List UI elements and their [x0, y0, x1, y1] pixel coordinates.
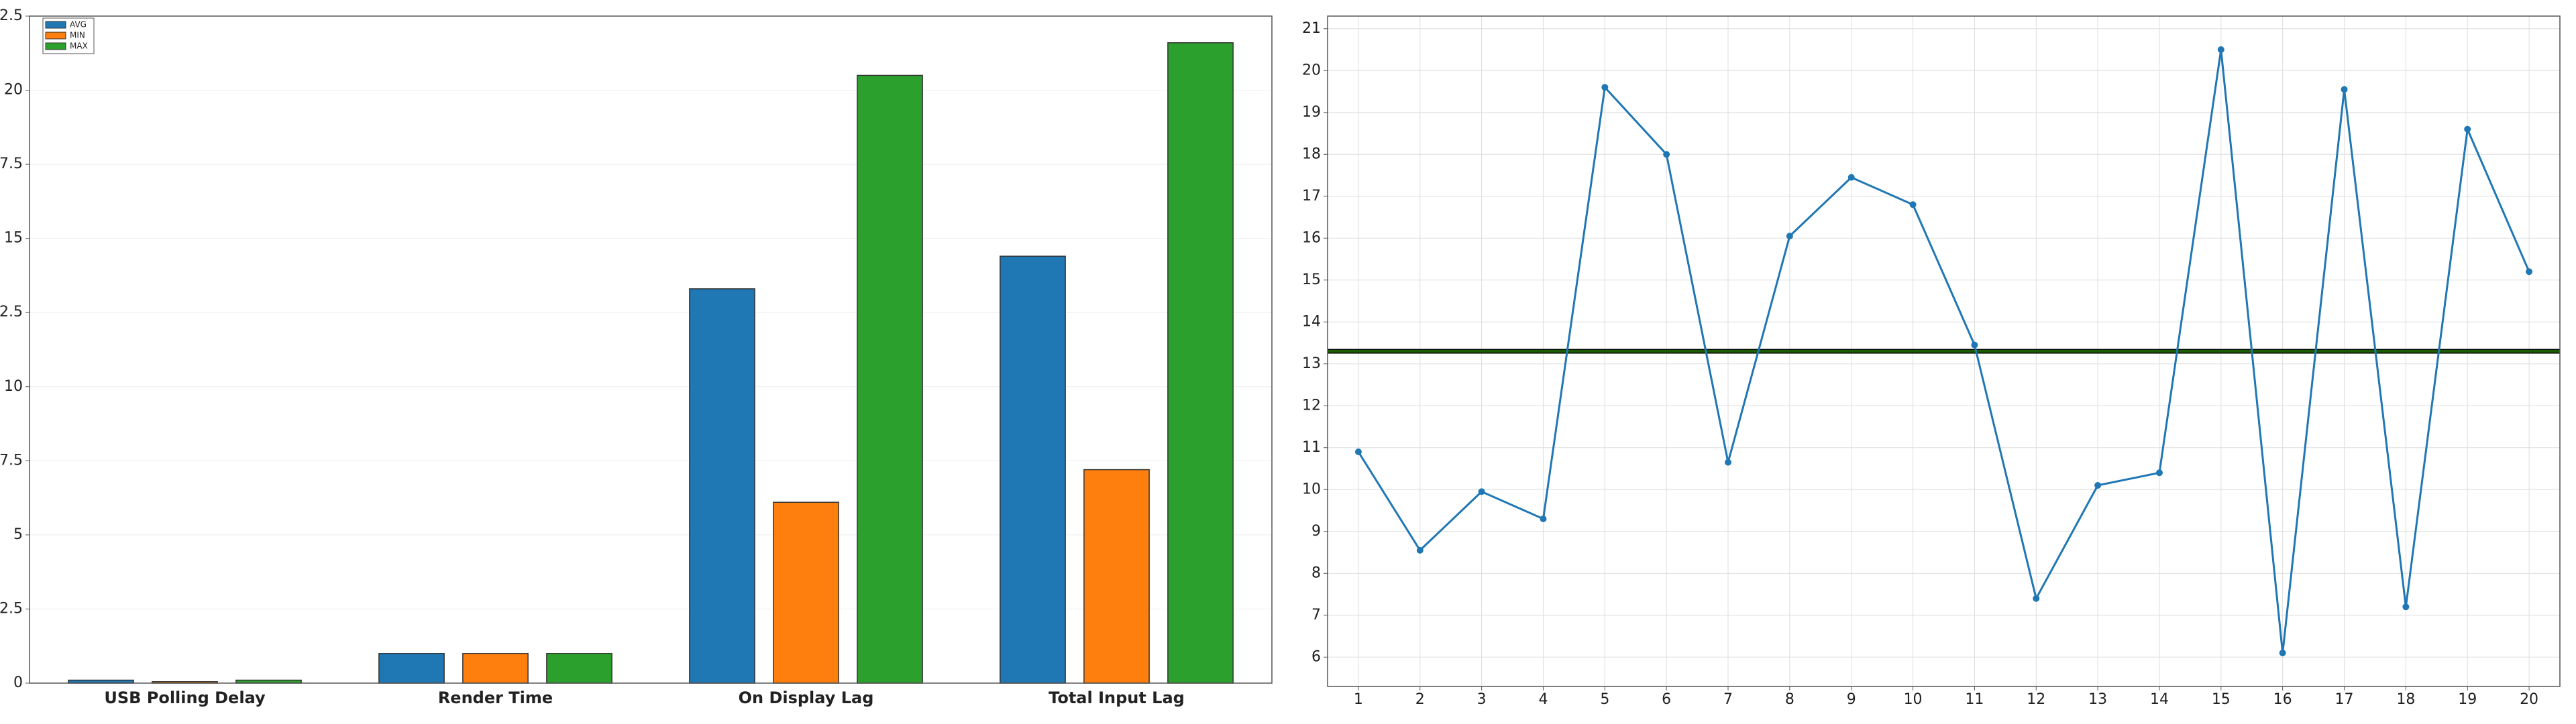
y-tick-label: 8 [1311, 564, 1321, 581]
y-tick-label: 12 [1302, 397, 1321, 414]
point [2094, 482, 2102, 489]
y-tick-label: 10 [4, 378, 23, 395]
plot-frame [29, 15, 1273, 684]
point [1601, 84, 1609, 91]
x-tick-label: 20 [2520, 691, 2538, 708]
x-tick-label: 19 [2458, 691, 2477, 708]
y-tick-label: 20 [1302, 62, 1321, 78]
point [2402, 603, 2410, 611]
bar [857, 74, 923, 684]
point [1540, 516, 1547, 522]
x-tick-label: 9 [1847, 691, 1856, 708]
y-tick-label: 16 [1302, 229, 1321, 246]
x-tick-label: 11 [1965, 691, 1984, 708]
y-tick-label: 15 [1302, 272, 1321, 288]
bar [462, 653, 529, 684]
x-tick-label: 16 [2273, 691, 2292, 708]
x-tick-label: 4 [1538, 691, 1548, 708]
point [1416, 546, 1424, 554]
line [1357, 49, 2530, 654]
point [1354, 448, 1362, 455]
y-tick-label: 0 [13, 674, 23, 691]
bar [1000, 255, 1066, 684]
x-tick-label: Render Time [438, 688, 553, 707]
y-tick-label: 11 [1302, 439, 1321, 456]
y-tick-label: 9 [1311, 523, 1321, 540]
point [1909, 201, 1917, 208]
y-tick-label: 20 [4, 82, 23, 99]
x-tick-label: Total Input Lag [1049, 688, 1185, 707]
x-tick-label: 13 [2088, 691, 2107, 708]
point [1663, 151, 1670, 158]
y-tick-label: 21 [1302, 20, 1321, 37]
point [2464, 125, 2471, 133]
x-tick-label: 1 [1354, 691, 1363, 708]
legend-swatch [45, 21, 66, 29]
x-tick-label: On Display Lag [739, 688, 874, 707]
y-tick-label: 18 [1302, 145, 1321, 162]
x-tick-label: 2 [1415, 691, 1425, 708]
legend: AVG MIN MAX [42, 17, 95, 54]
bar [378, 653, 445, 684]
x-tick-label: 8 [1785, 691, 1794, 708]
y-tick-label: 12.5 [0, 304, 23, 320]
x-tick-label: 6 [1662, 691, 1671, 708]
x-tick-label: 5 [1600, 691, 1609, 708]
legend-label: AVG [70, 20, 87, 29]
bar [773, 501, 839, 684]
point [1847, 174, 1855, 181]
x-tick-label: 10 [1904, 691, 1923, 708]
bar [689, 288, 755, 684]
x-tick-label: 7 [1723, 691, 1733, 708]
x-tick-label: 17 [2335, 691, 2354, 708]
y-tick-label: 13 [1302, 355, 1321, 372]
point [1971, 341, 1978, 349]
point [2217, 46, 2224, 53]
point [2155, 469, 2163, 477]
x-tick-label: 15 [2212, 691, 2231, 708]
plot-frame [1327, 15, 2561, 687]
point [1786, 233, 1793, 240]
y-tick-label: 19 [1302, 104, 1321, 121]
point [2341, 86, 2348, 93]
y-tick-label: 17.5 [0, 156, 23, 172]
point [2526, 268, 2533, 276]
point [2279, 650, 2286, 656]
bar [1167, 42, 1234, 684]
x-tick-label: 18 [2396, 691, 2415, 708]
y-tick-label: 22.5 [0, 7, 23, 24]
y-tick-label: 14 [1302, 313, 1321, 330]
y-tick-label: 17 [1302, 188, 1321, 204]
x-tick-label: 14 [2150, 691, 2169, 708]
point [2033, 595, 2040, 602]
y-tick-label: 7.5 [0, 452, 23, 469]
legend-label: MAX [70, 42, 88, 51]
point [1478, 488, 1485, 495]
x-tick-label: USB Polling Delay [104, 688, 266, 707]
x-tick-label: 12 [2027, 691, 2045, 708]
y-tick-label: 10 [1302, 481, 1321, 497]
y-tick-label: 2.5 [0, 600, 23, 617]
legend-swatch [45, 42, 66, 50]
legend-swatch [45, 32, 66, 40]
y-tick-label: 7 [1311, 607, 1321, 623]
y-tick-label: 15 [4, 230, 23, 247]
point [1725, 459, 1732, 466]
bar [546, 653, 612, 684]
y-tick-label: 6 [1311, 648, 1321, 665]
x-tick-label: 3 [1477, 691, 1487, 708]
y-tick-label: 5 [13, 526, 23, 543]
legend-label: MIN [70, 31, 85, 40]
bar [1083, 469, 1150, 684]
